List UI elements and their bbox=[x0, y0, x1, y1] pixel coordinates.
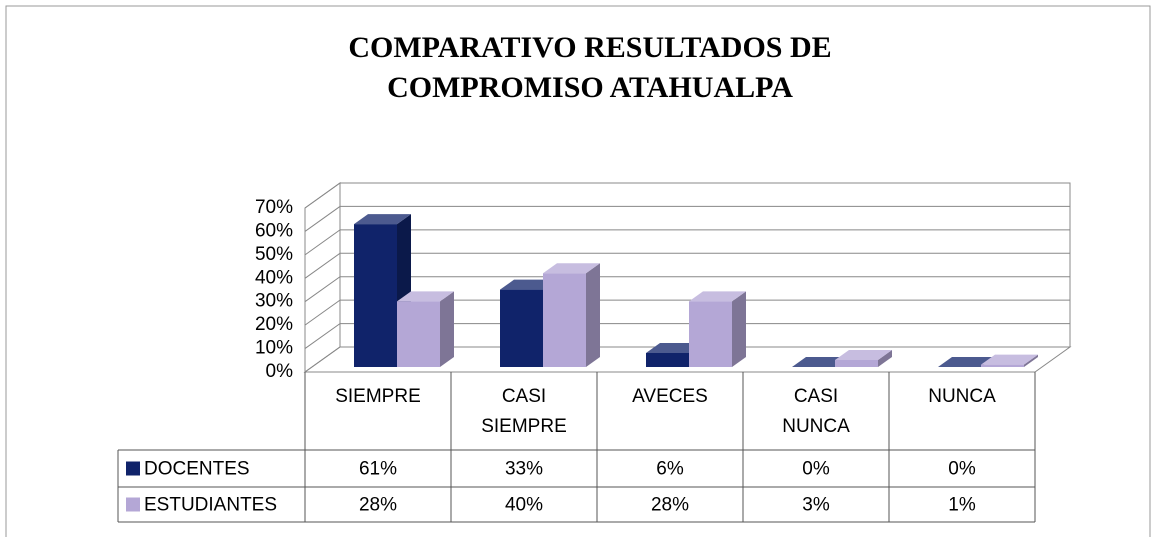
grid-line bbox=[304, 346, 1070, 373]
bar-top bbox=[835, 349, 892, 360]
value-label: 33% bbox=[505, 459, 543, 480]
category-cell: CASI NUNCA bbox=[743, 372, 889, 450]
bar-top bbox=[397, 291, 454, 302]
legend-label: DOCENTES bbox=[144, 459, 250, 480]
grid-line bbox=[304, 229, 1070, 256]
y-tick-label: 70% bbox=[255, 197, 293, 218]
side-wall bbox=[304, 182, 341, 373]
bar-side bbox=[1024, 354, 1038, 367]
legend-swatch bbox=[126, 461, 140, 476]
x-tick-label: SIEMPRE bbox=[335, 386, 421, 407]
x-tick-label: NUNCA bbox=[928, 386, 996, 407]
value-label: 0% bbox=[802, 459, 830, 480]
bar-top bbox=[500, 279, 557, 290]
bar-top bbox=[354, 214, 411, 225]
bar-side bbox=[732, 291, 746, 367]
chart-title: COMPARATIVO RESULTADOS DE COMPROMISO ATA… bbox=[348, 31, 832, 104]
bar bbox=[835, 359, 878, 367]
category-cell: CASI SIEMPRE bbox=[451, 372, 597, 450]
bar-top bbox=[792, 357, 849, 367]
value-label: 6% bbox=[656, 459, 684, 480]
grid-line bbox=[304, 323, 1070, 349]
grid-line bbox=[304, 252, 1070, 279]
value-label: 3% bbox=[802, 495, 830, 516]
bar bbox=[646, 352, 689, 367]
x-tick-label: CASI SIEMPRE bbox=[481, 386, 567, 437]
y-tick-label: 30% bbox=[255, 291, 293, 312]
bar-top bbox=[646, 342, 703, 353]
category-cell: NUNCA bbox=[889, 372, 1035, 450]
grid-line bbox=[304, 182, 1070, 209]
bar-side bbox=[586, 263, 600, 367]
category-cell: SIEMPRE bbox=[305, 372, 451, 450]
x-tick-label: CASI NUNCA bbox=[782, 386, 850, 437]
bar bbox=[543, 273, 586, 367]
category-box: NUNCA bbox=[889, 372, 1035, 450]
bar-top bbox=[543, 263, 600, 274]
bar-top bbox=[938, 357, 995, 367]
bar bbox=[500, 289, 543, 367]
y-tick-label: 10% bbox=[255, 338, 293, 359]
bar-side bbox=[878, 349, 892, 367]
bar bbox=[689, 301, 732, 367]
grid-line bbox=[304, 276, 1070, 303]
bar bbox=[354, 224, 397, 367]
bar bbox=[397, 301, 440, 367]
y-tick-label: 50% bbox=[255, 244, 293, 265]
y-tick-label: 60% bbox=[255, 220, 293, 241]
value-label: 28% bbox=[651, 495, 689, 516]
grid-line bbox=[304, 299, 1070, 326]
value-label: 0% bbox=[948, 459, 976, 480]
legend-swatch bbox=[126, 497, 140, 512]
category-box: SIEMPRE bbox=[305, 372, 451, 450]
value-label: 1% bbox=[948, 495, 976, 516]
title-box: COMPARATIVO RESULTADOS DE COMPROMISO ATA… bbox=[348, 31, 832, 104]
grid-line bbox=[304, 205, 1070, 232]
category-box: CASI NUNCA bbox=[743, 372, 889, 450]
value-label: 61% bbox=[359, 459, 397, 480]
bar-side bbox=[440, 291, 454, 367]
category-box: AVECES bbox=[597, 372, 743, 450]
chart-border bbox=[5, 5, 1151, 537]
bar bbox=[981, 364, 1024, 367]
x-tick-label: AVECES bbox=[632, 386, 708, 407]
y-tick-label: 20% bbox=[255, 314, 293, 335]
y-tick-label: 0% bbox=[266, 361, 294, 382]
bar-top bbox=[689, 291, 746, 302]
legend-label: ESTUDIANTES bbox=[144, 495, 277, 516]
bar-top bbox=[981, 354, 1038, 365]
value-label: 40% bbox=[505, 495, 543, 516]
category-cell: AVECES bbox=[597, 372, 743, 450]
value-label: 28% bbox=[359, 495, 397, 516]
category-box: CASI SIEMPRE bbox=[451, 372, 597, 450]
y-tick-label: 40% bbox=[255, 267, 293, 288]
